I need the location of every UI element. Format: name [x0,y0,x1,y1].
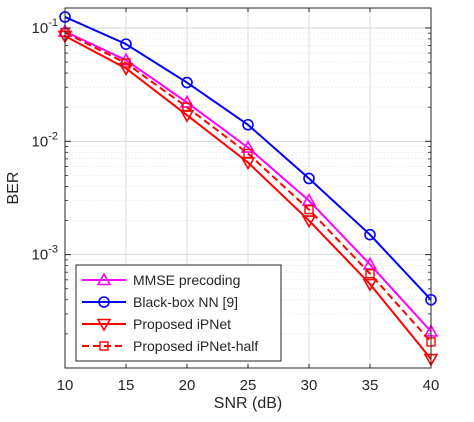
y-axis-label: BER [5,172,22,205]
data-point [364,228,376,241]
y-tick-label: 10-2 [32,130,58,150]
series-line [64,30,432,333]
data-point [301,215,317,229]
data-point [362,256,378,270]
legend-swatch-marker [96,318,112,332]
legend: MMSE precoding Black-box NN [9] Proposed i… [75,264,282,362]
x-tick-label: 40 [423,377,440,394]
series-line [64,31,432,343]
data-point [242,118,254,131]
legend-swatch-marker [98,296,110,308]
y-tick-label: 10-1 [32,17,58,37]
data-point [182,102,192,112]
legend-entry: MMSE precoding [82,272,240,288]
data-point [121,58,131,68]
data-point [120,38,132,50]
legend-entry: Proposed iPNet-half [82,338,258,354]
legend-label: Proposed iPNet-half [133,338,258,354]
data-point [303,172,315,185]
data-point [181,76,193,89]
data-point [243,148,253,159]
x-tick-label: 25 [240,377,257,394]
data-point [362,278,378,292]
data-point [365,268,375,279]
series-line [64,16,432,301]
legend-entry: Proposed iPNet [82,316,231,332]
x-tick-label: 30 [301,377,318,394]
legend-entry: Black-box NN [9] [82,294,238,310]
legend-swatch-marker [96,272,112,286]
x-axis-label: SNR (dB) [214,395,282,412]
series-1 [59,11,437,306]
data-point [304,204,314,215]
legend-label: Black-box NN [9] [133,294,238,310]
tick-layer: 10 15 20 25 30 35 40 10-1 10-2 10-3 [32,8,440,394]
x-tick-label: 20 [179,377,196,394]
data-point [240,139,256,153]
legend-label: MMSE precoding [133,272,240,288]
series-line [64,35,432,360]
x-tick-label: 35 [362,377,379,394]
legend-swatch-marker [99,341,109,351]
x-tick-label: 10 [57,377,74,394]
y-tick-label: 10-3 [32,244,58,264]
legend-label: Proposed iPNet [133,316,231,332]
series-layer [57,11,439,367]
x-tick-label: 15 [118,377,135,394]
